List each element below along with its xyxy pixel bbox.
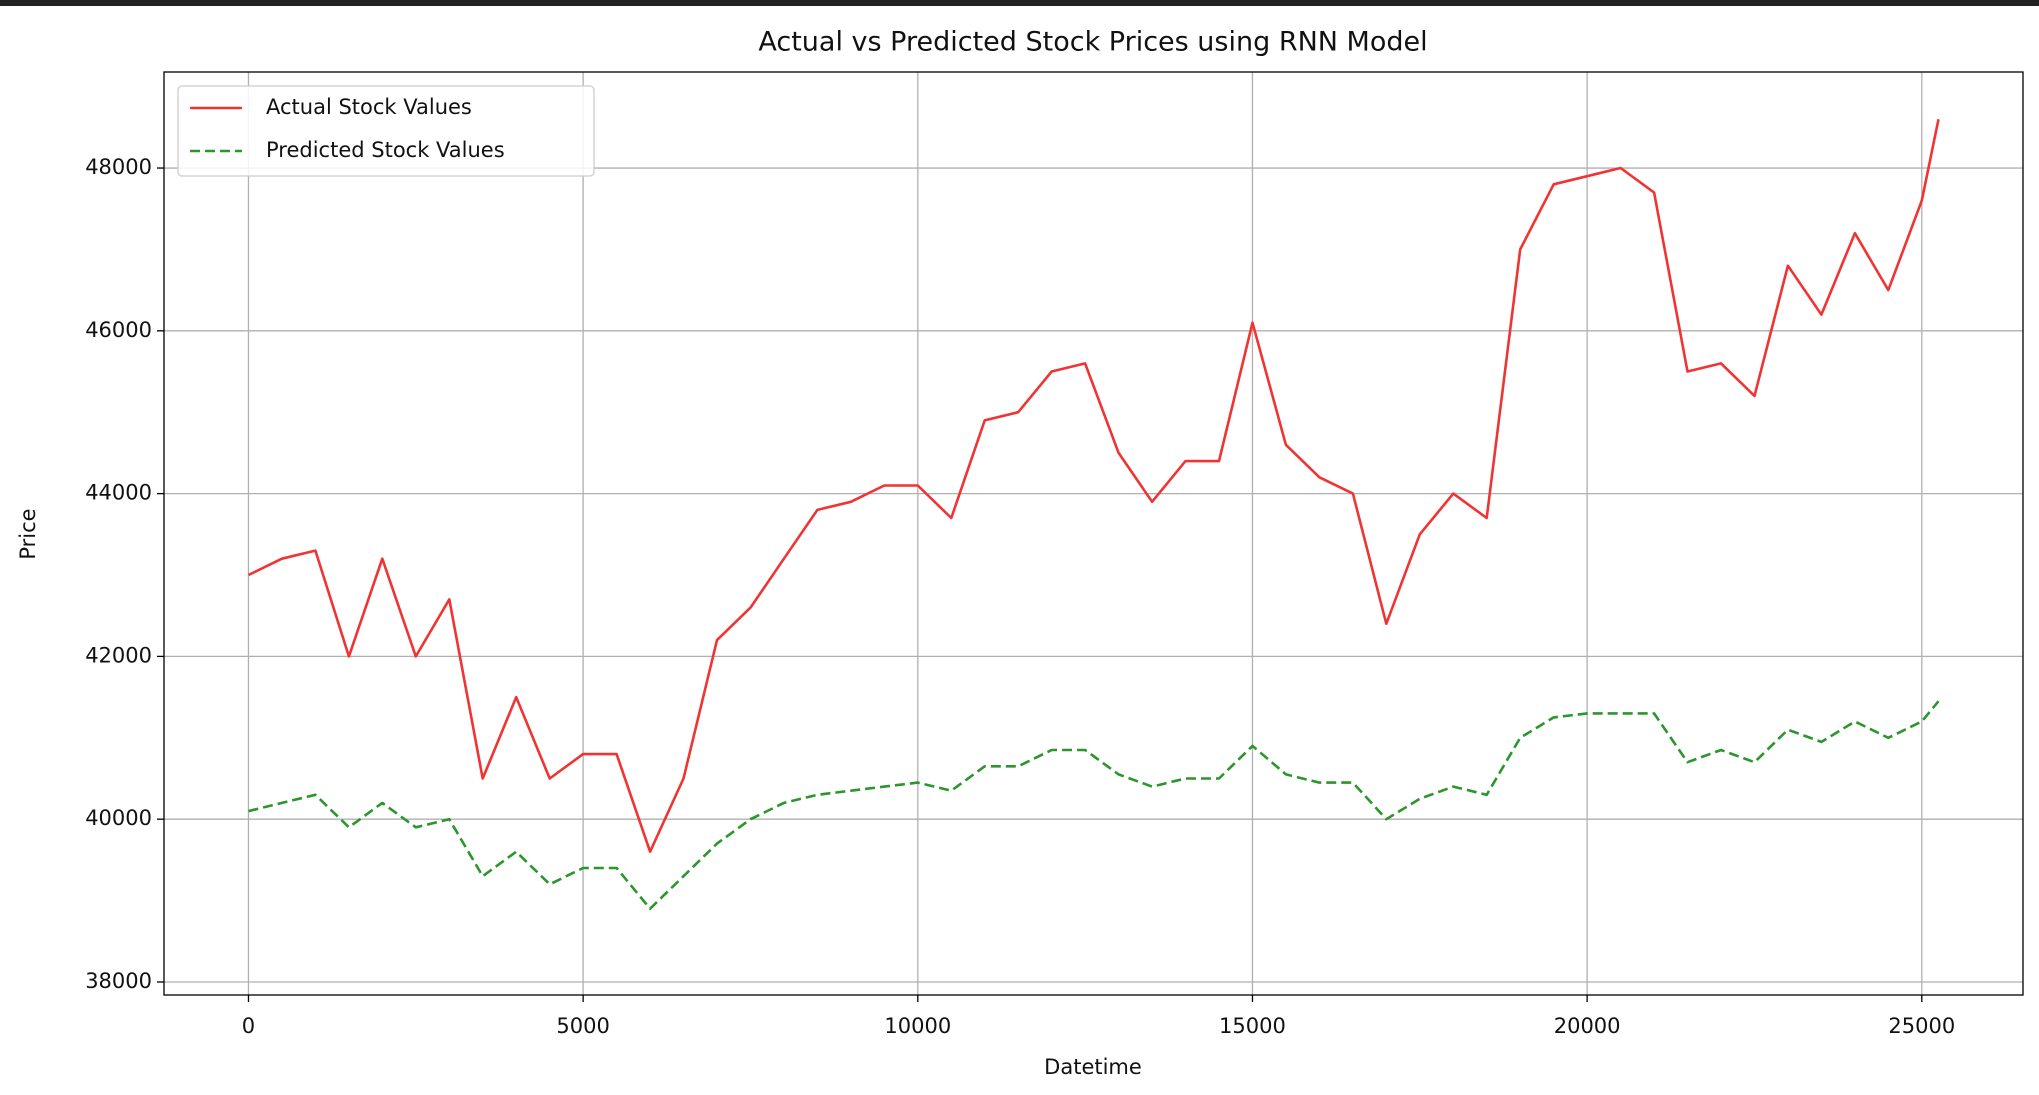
plot-frame bbox=[163, 71, 2024, 996]
y-tick-label: 40000 bbox=[85, 806, 152, 830]
y-tick-label: 42000 bbox=[85, 643, 152, 667]
x-tick-label: 15000 bbox=[1219, 1014, 1286, 1038]
x-tick-label: 0 bbox=[242, 1014, 255, 1038]
y-tick-label: 38000 bbox=[85, 969, 152, 993]
legend-box bbox=[177, 85, 595, 177]
x-tick-label: 25000 bbox=[1888, 1014, 1955, 1038]
x-axis-label: Datetime bbox=[1044, 1055, 1142, 1079]
data-line bbox=[247, 118, 1940, 853]
x-tick-label: 5000 bbox=[556, 1014, 609, 1038]
top-bar bbox=[0, 0, 2039, 6]
y-axis-label: Price bbox=[16, 508, 40, 559]
y-tick-label: 48000 bbox=[85, 155, 152, 179]
legend-label: Predicted Stock Values bbox=[266, 138, 505, 162]
y-tick-label: 44000 bbox=[85, 481, 152, 505]
x-tick-label: 10000 bbox=[884, 1014, 951, 1038]
data-line bbox=[248, 700, 1940, 910]
x-tick-label: 20000 bbox=[1554, 1014, 1621, 1038]
chart-title: Actual vs Predicted Stock Prices using R… bbox=[758, 27, 1427, 58]
legend-label: Actual Stock Values bbox=[266, 95, 472, 119]
y-tick-label: 46000 bbox=[85, 318, 152, 342]
